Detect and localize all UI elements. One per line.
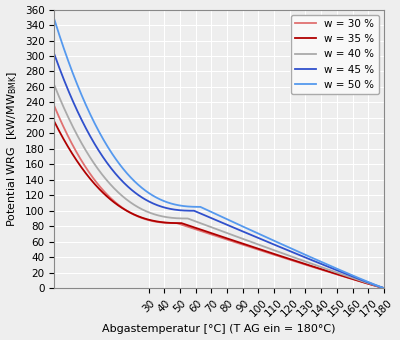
w = 35 % <box>305 263 310 267</box>
w = 50 % <box>312 257 317 261</box>
Line: w = 40 %: w = 40 % <box>54 85 384 288</box>
w = 50 % <box>345 271 350 275</box>
w = 35 % <box>341 274 346 278</box>
w = 30 % <box>340 274 345 278</box>
Line: w = 35 %: w = 35 % <box>54 122 384 288</box>
w = 30 % <box>108 196 113 200</box>
w = 30 % <box>147 218 152 222</box>
w = 50 % <box>52 18 57 22</box>
w = 40 % <box>382 286 386 290</box>
Line: w = 30 %: w = 30 % <box>54 106 384 288</box>
w = 40 % <box>92 161 96 165</box>
w = 40 % <box>52 83 57 87</box>
w = 45 % <box>116 175 121 179</box>
w = 40 % <box>342 273 347 277</box>
w = 45 % <box>344 272 348 276</box>
w = 45 % <box>228 224 233 228</box>
w = 35 % <box>52 120 57 124</box>
w = 40 % <box>113 188 118 192</box>
w = 45 % <box>94 144 98 148</box>
w = 40 % <box>307 261 312 265</box>
w = 30 % <box>382 286 386 290</box>
w = 45 % <box>161 205 166 209</box>
w = 50 % <box>95 127 100 131</box>
w = 40 % <box>223 230 228 234</box>
w = 50 % <box>233 221 238 225</box>
w = 45 % <box>52 52 57 56</box>
w = 50 % <box>119 164 124 168</box>
w = 50 % <box>166 201 170 205</box>
Line: w = 50 %: w = 50 % <box>54 20 384 288</box>
w = 40 % <box>156 214 161 218</box>
w = 30 % <box>88 173 93 177</box>
w = 35 % <box>110 199 115 203</box>
w = 45 % <box>310 258 314 262</box>
Line: w = 45 %: w = 45 % <box>54 54 384 288</box>
w = 35 % <box>151 219 156 223</box>
w = 35 % <box>218 234 222 238</box>
w = 30 % <box>52 104 57 108</box>
w = 50 % <box>382 286 386 290</box>
Legend: w = 30 %, w = 35 %, w = 40 %, w = 45 %, w = 50 %: w = 30 %, w = 35 %, w = 40 %, w = 45 %, … <box>291 15 379 94</box>
w = 30 % <box>214 234 219 238</box>
w = 30 % <box>303 263 308 267</box>
Y-axis label: Potential WRG  [kW/MW$_{\mathregular{BMK}}$]: Potential WRG [kW/MW$_{\mathregular{BMK}… <box>6 71 19 227</box>
w = 35 % <box>90 179 94 183</box>
w = 45 % <box>382 286 386 290</box>
w = 35 % <box>382 286 386 290</box>
X-axis label: Abgastemperatur [°C] (T AG ein = 180°C): Abgastemperatur [°C] (T AG ein = 180°C) <box>102 324 336 335</box>
